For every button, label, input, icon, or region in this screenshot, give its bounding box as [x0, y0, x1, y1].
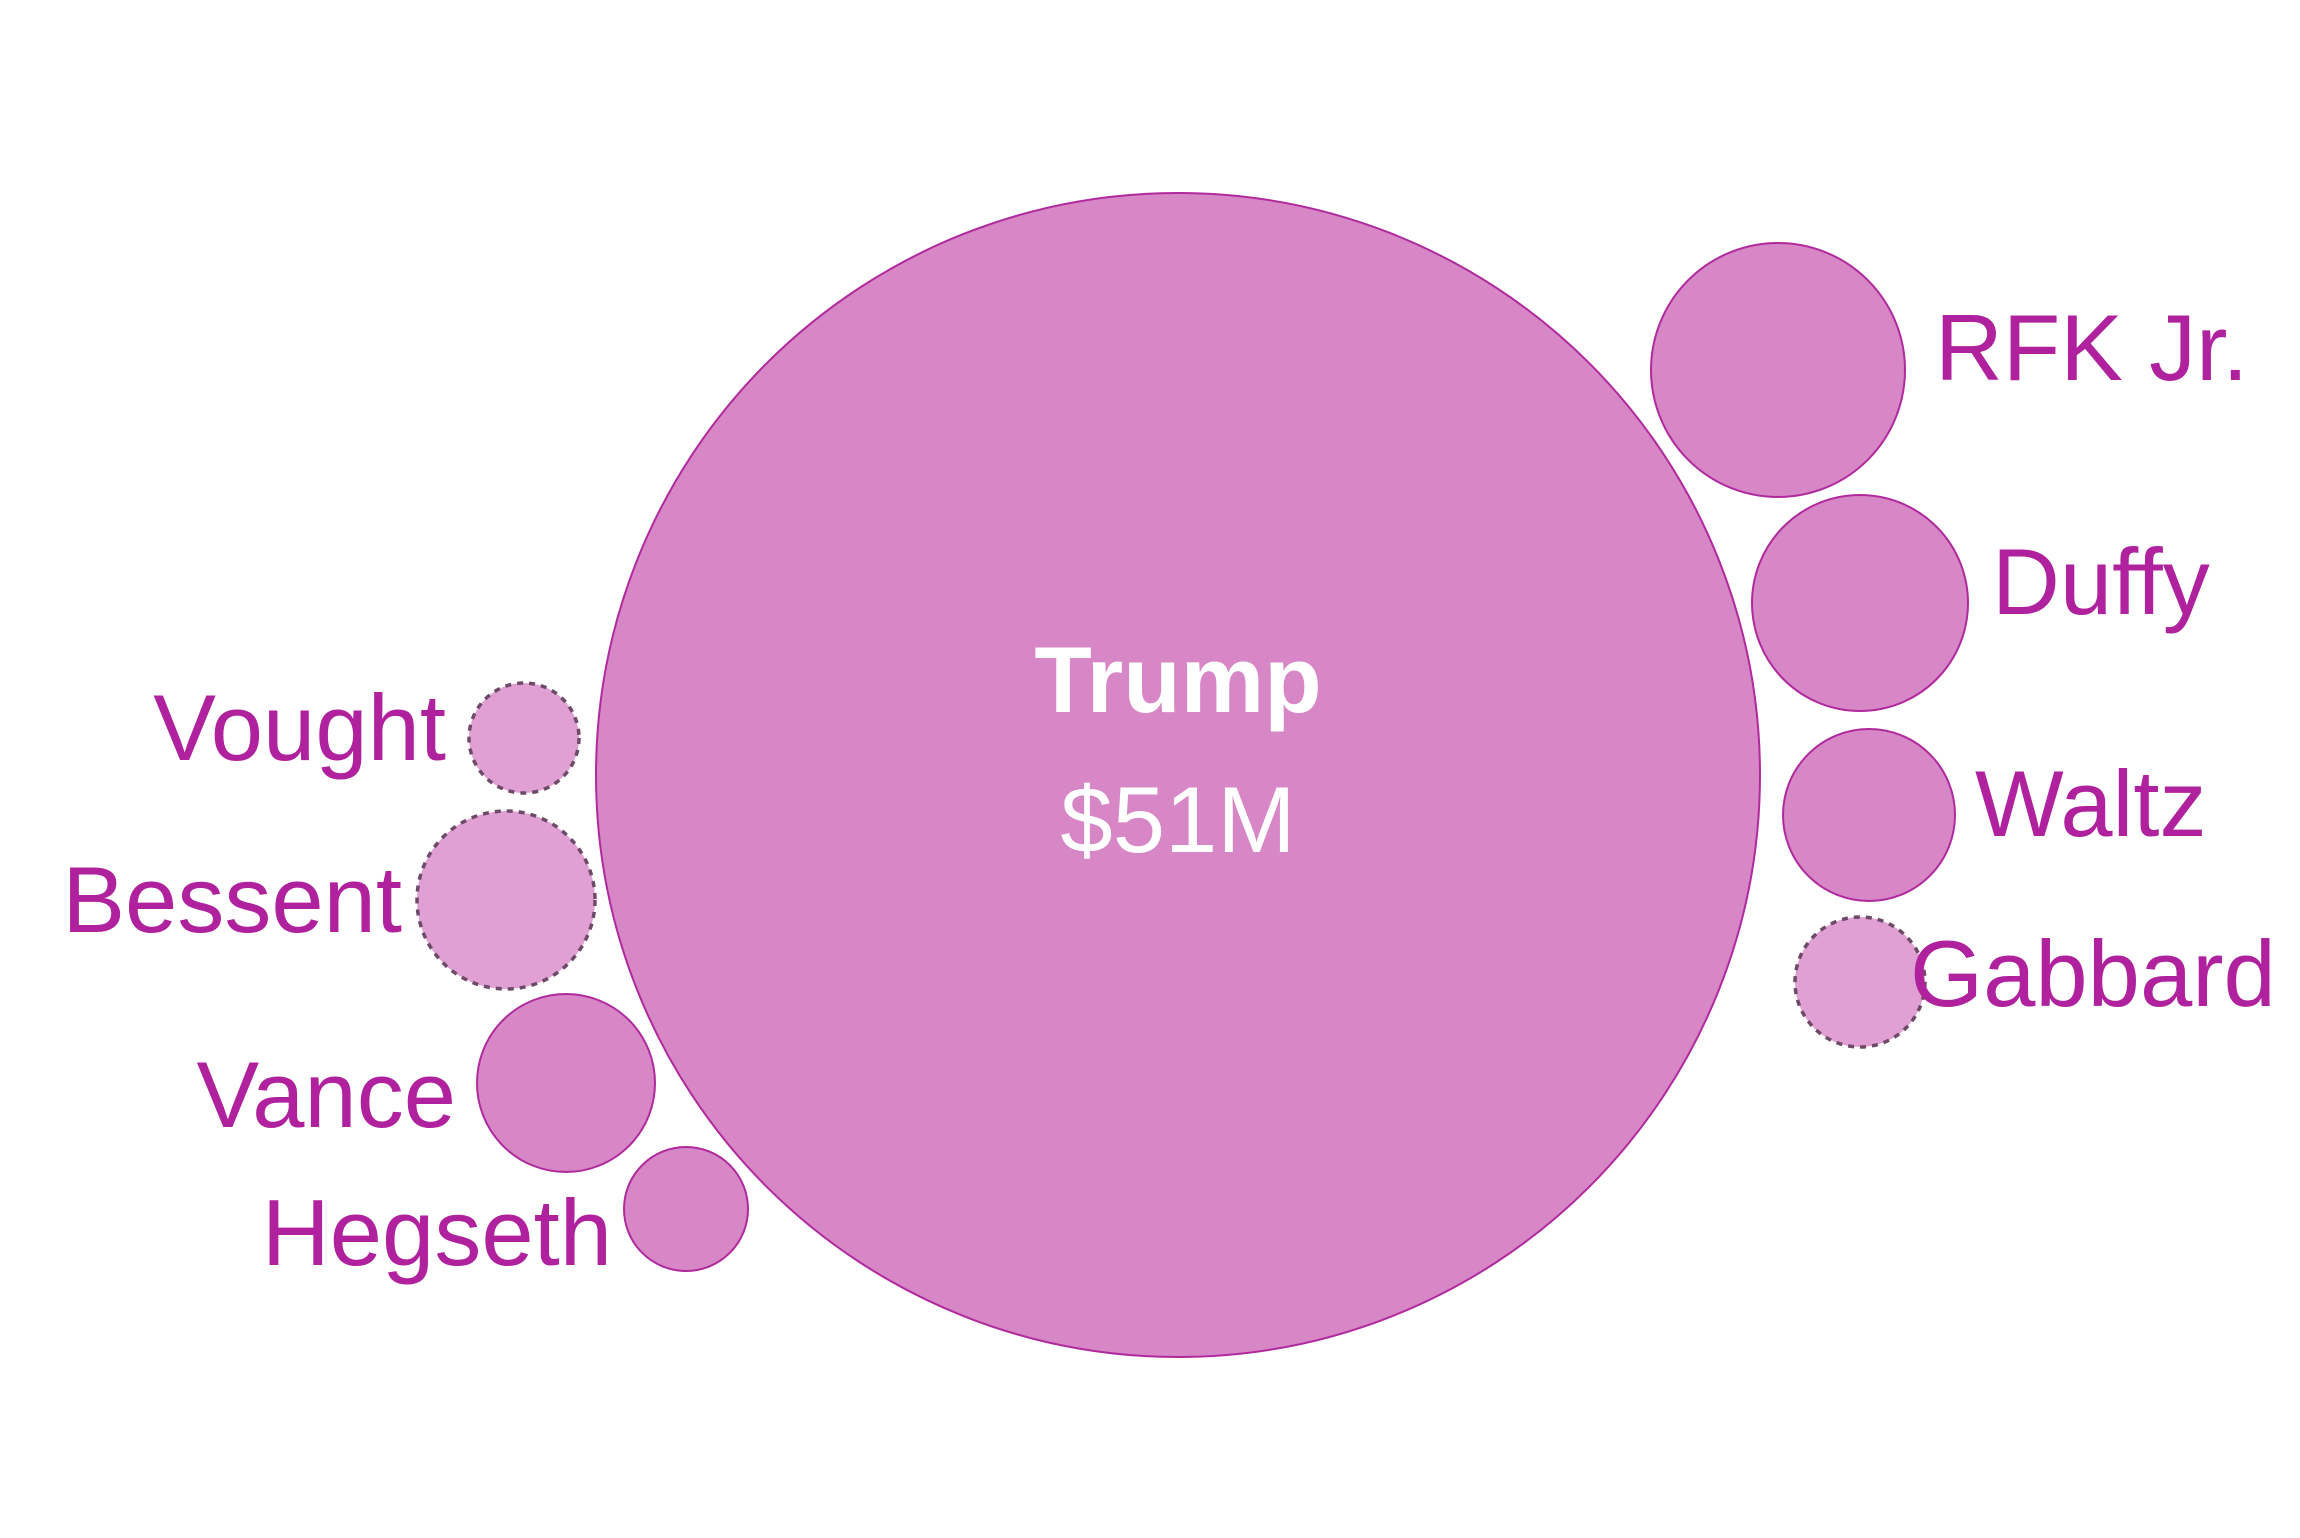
label-waltz: Waltz [1975, 751, 2207, 856]
bubble-vance [476, 993, 656, 1173]
bubble-hegseth [623, 1146, 749, 1272]
main-bubble [595, 192, 1761, 1358]
label-vance: Vance [196, 1042, 456, 1147]
main-bubble-label: Trump $51M [1034, 627, 1321, 872]
label-vought: Vought [153, 675, 446, 780]
label-hegseth: Hegseth [262, 1180, 612, 1285]
bubble-bessent [415, 809, 597, 991]
label-duffy: Duffy [1992, 529, 2210, 634]
labels-layer: RFK Jr. Duffy Waltz Gabbard Vought Bessent Van… [62, 295, 2275, 1285]
label-bessent: Bessent [62, 847, 402, 952]
label-gabbard: Gabbard [1910, 921, 2276, 1026]
bubble-gabbard [1793, 915, 1927, 1049]
label-rfk-jr: RFK Jr. [1935, 295, 2248, 400]
bubble-rfk-jr [1650, 242, 1906, 498]
bubble-waltz [1782, 728, 1956, 902]
bubble-vought [467, 681, 581, 795]
bubble-duffy [1751, 494, 1969, 712]
bubbles-layer [415, 192, 1969, 1358]
main-bubble-name: Trump [1034, 627, 1321, 732]
main-bubble-value: $51M [1060, 767, 1295, 872]
